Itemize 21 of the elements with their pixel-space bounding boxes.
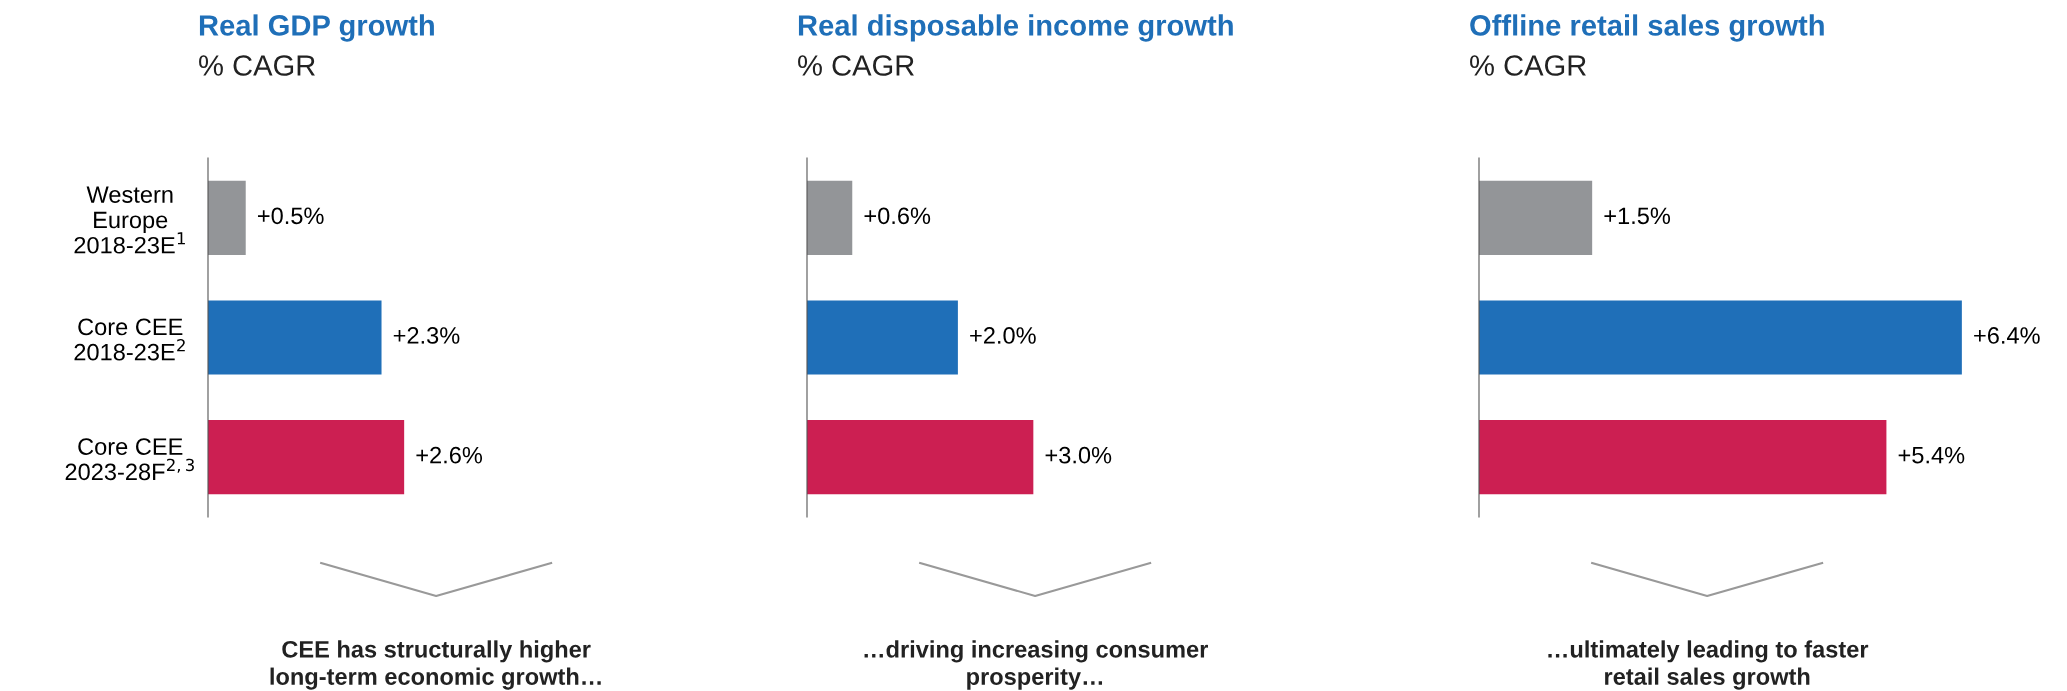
chart-title: Real disposable income growth bbox=[798, 14, 1233, 42]
text: …ultimately leading to faster retail sales growth bbox=[1548, 640, 1869, 690]
chart-subtitle: % CAGR bbox=[798, 55, 914, 76]
y-tick-label: Core CEE 2018-23E$^{2}$ bbox=[74, 318, 185, 361]
data-label: +3.0% bbox=[1045, 446, 1112, 464]
chart-title: Real GDP growth bbox=[199, 14, 434, 42]
data-label: +2.3% bbox=[393, 327, 460, 344]
data-label: +5.4% bbox=[1898, 446, 1965, 464]
y-tick-label: Western Europe 2018-23E$^{1}$ bbox=[74, 186, 185, 254]
chart-subtitle: % CAGR bbox=[1470, 55, 1586, 76]
chart-title: Offline retail sales growth bbox=[1470, 14, 1824, 42]
data-label: +6.4% bbox=[1974, 327, 2040, 344]
text: CEE has structurally higher long-term economic growth… bbox=[270, 640, 601, 690]
data-label: +2.0% bbox=[970, 327, 1036, 344]
text: …driving increasing consumer prosperity… bbox=[864, 640, 1208, 690]
chart-subtitle: % CAGR bbox=[199, 55, 315, 76]
data-label: +0.6% bbox=[864, 207, 931, 225]
data-label: +2.6% bbox=[416, 446, 483, 464]
y-tick-label: Core CEE 2023-28F$^{2,3}$ bbox=[65, 438, 194, 481]
data-label: +1.5% bbox=[1604, 207, 1671, 225]
data-label: +0.5% bbox=[257, 207, 324, 225]
